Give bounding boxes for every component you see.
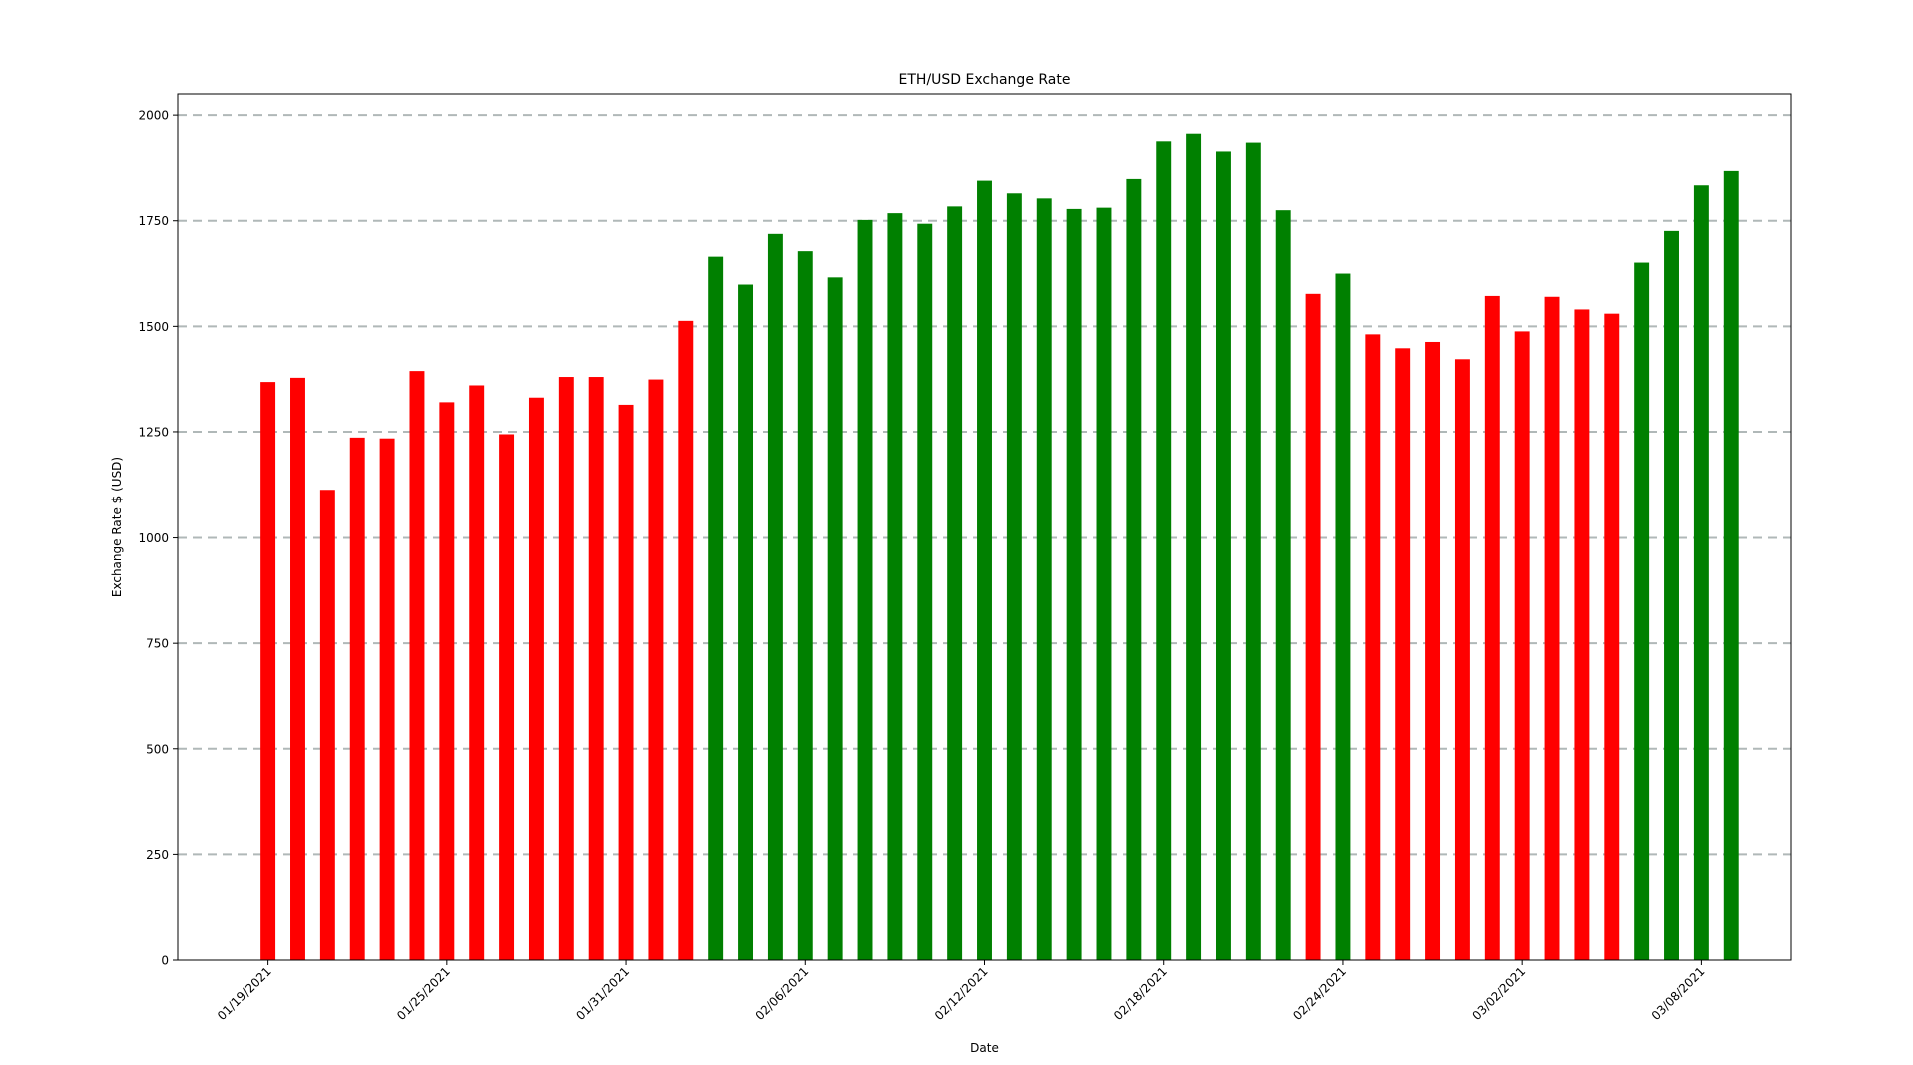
bar-01-22-2021 — [349, 437, 365, 960]
bar-03-01-2021 — [1484, 295, 1500, 960]
bar-01-24-2021 — [409, 371, 425, 960]
bar-03-07-2021 — [1664, 230, 1679, 960]
bar-01-31-2021 — [618, 404, 634, 960]
bar-02-06-2021 — [797, 251, 813, 960]
bar-02-04-2021 — [738, 284, 754, 960]
bar-02-08-2021 — [857, 219, 873, 960]
y-axis-title: Exchange Rate $ (USD) — [110, 457, 124, 597]
bar-02-24-2021 — [1335, 273, 1351, 960]
bar-02-12-2021 — [977, 180, 992, 961]
bar-02-21-2021 — [1245, 142, 1261, 960]
y-tick-label: 2000 — [138, 109, 169, 123]
bar-01-27-2021 — [499, 434, 515, 960]
bar-01-23-2021 — [379, 438, 395, 961]
bar-01-19-2021 — [260, 382, 276, 961]
y-tick-label: 1000 — [138, 531, 169, 545]
bars — [260, 133, 1739, 961]
bar-03-08-2021 — [1693, 185, 1709, 960]
y-tick-label: 500 — [146, 742, 169, 756]
bar-01-26-2021 — [469, 385, 485, 961]
bar-03-09-2021 — [1723, 170, 1739, 960]
x-axis-title: Date — [970, 1041, 999, 1055]
bar-02-05-2021 — [767, 233, 783, 960]
y-axis-ticks: 0 250 500 750 1000 1250 1500 1750 2000 — [138, 109, 178, 968]
bar-03-05-2021 — [1604, 313, 1620, 960]
bar-02-11-2021 — [947, 206, 963, 960]
bar-02-17-2021 — [1126, 178, 1142, 960]
bar-02-02-2021 — [678, 320, 694, 961]
bar-01-20-2021 — [290, 377, 305, 960]
bar-02-09-2021 — [887, 213, 903, 960]
bar-01-30-2021 — [588, 377, 604, 960]
bar-01-29-2021 — [558, 377, 574, 960]
bar-02-15-2021 — [1066, 208, 1082, 960]
y-tick-label: 1250 — [138, 425, 169, 439]
bar-03-03-2021 — [1544, 296, 1560, 960]
y-tick-label: 1500 — [138, 320, 169, 334]
bar-03-06-2021 — [1634, 262, 1650, 960]
bar-03-02-2021 — [1514, 331, 1530, 960]
bar-02-10-2021 — [917, 223, 933, 960]
bar-02-28-2021 — [1454, 359, 1470, 960]
bar-02-22-2021 — [1275, 210, 1291, 961]
y-tick-label: 250 — [146, 848, 169, 862]
bar-02-03-2021 — [708, 256, 724, 960]
chart-title: ETH/USD Exchange Rate — [899, 72, 1071, 88]
bar-02-07-2021 — [827, 277, 843, 961]
y-tick-label: 0 — [161, 954, 169, 968]
bar-01-28-2021 — [528, 397, 544, 961]
bar-01-25-2021 — [439, 402, 455, 960]
bar-02-25-2021 — [1365, 334, 1381, 960]
y-tick-label: 750 — [146, 637, 169, 651]
bar-02-26-2021 — [1395, 348, 1411, 960]
bar-02-13-2021 — [1006, 193, 1022, 960]
bar-02-27-2021 — [1425, 341, 1441, 961]
y-tick-label: 1750 — [138, 214, 169, 228]
bar-02-18-2021 — [1156, 141, 1172, 960]
bar-02-20-2021 — [1215, 151, 1231, 960]
bar-02-19-2021 — [1186, 133, 1202, 960]
bar-02-14-2021 — [1036, 198, 1052, 961]
bar-01-21-2021 — [319, 490, 335, 960]
bar-02-16-2021 — [1096, 207, 1112, 960]
bar-03-04-2021 — [1574, 309, 1590, 960]
bar-02-23-2021 — [1305, 293, 1321, 960]
bar-02-01-2021 — [648, 379, 664, 960]
